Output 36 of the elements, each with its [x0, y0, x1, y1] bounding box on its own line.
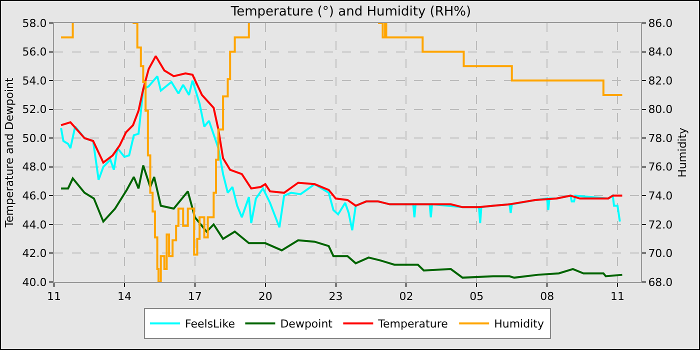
y-tick-label: 50.0: [22, 132, 47, 145]
y2-tick-label: 84.0: [648, 46, 673, 59]
y-tick-label: 54.0: [22, 74, 47, 88]
y-tick-label: 58.0: [22, 16, 47, 30]
x-tick-label: 20: [258, 290, 272, 304]
x-tick-label: 11: [610, 290, 625, 304]
y-tick-label: 40.0: [22, 276, 47, 289]
y2-tick-label: 76.0: [648, 160, 673, 174]
y2-tick-label: 74.0: [648, 190, 673, 203]
y2-tick-label: 82.0: [648, 74, 673, 88]
y2-tick-label: 72.0: [648, 218, 673, 232]
legend-label: Temperature: [377, 318, 448, 331]
legend-label: Humidity: [494, 318, 544, 331]
x-tick-label: 14: [117, 290, 132, 304]
y-tick-label: 46.0: [22, 190, 47, 203]
y-tick-label: 42.0: [22, 247, 47, 260]
y2-tick-label: 68.0: [648, 276, 673, 289]
x-tick-label: 05: [470, 290, 484, 304]
x-tick-label: 23: [328, 290, 343, 304]
y-tick-label: 56.0: [22, 46, 47, 59]
y2-tick-label: 80.0: [648, 103, 673, 116]
y-tick-label: 52.0: [22, 103, 47, 116]
chart-title: Temperature (°) and Humidity (RH%): [230, 4, 472, 20]
legend-label: Dewpoint: [280, 318, 334, 331]
x-tick-label: 02: [399, 290, 414, 304]
y2-tick-label: 86.0: [648, 16, 673, 30]
y2-tick-label: 70.0: [648, 247, 673, 260]
y-tick-label: 48.0: [22, 160, 47, 174]
x-tick-label: 11: [47, 290, 61, 304]
y2-axis-title: Humidity: [676, 127, 689, 178]
y-tick-label: 44.0: [22, 218, 47, 232]
legend-label: FeelsLike: [185, 318, 236, 331]
x-tick-label: 08: [540, 290, 554, 304]
y2-tick-label: 78.0: [648, 132, 673, 145]
x-tick-label: 17: [188, 290, 202, 304]
y-axis-title: Temperature and Dewpoint: [2, 76, 16, 228]
